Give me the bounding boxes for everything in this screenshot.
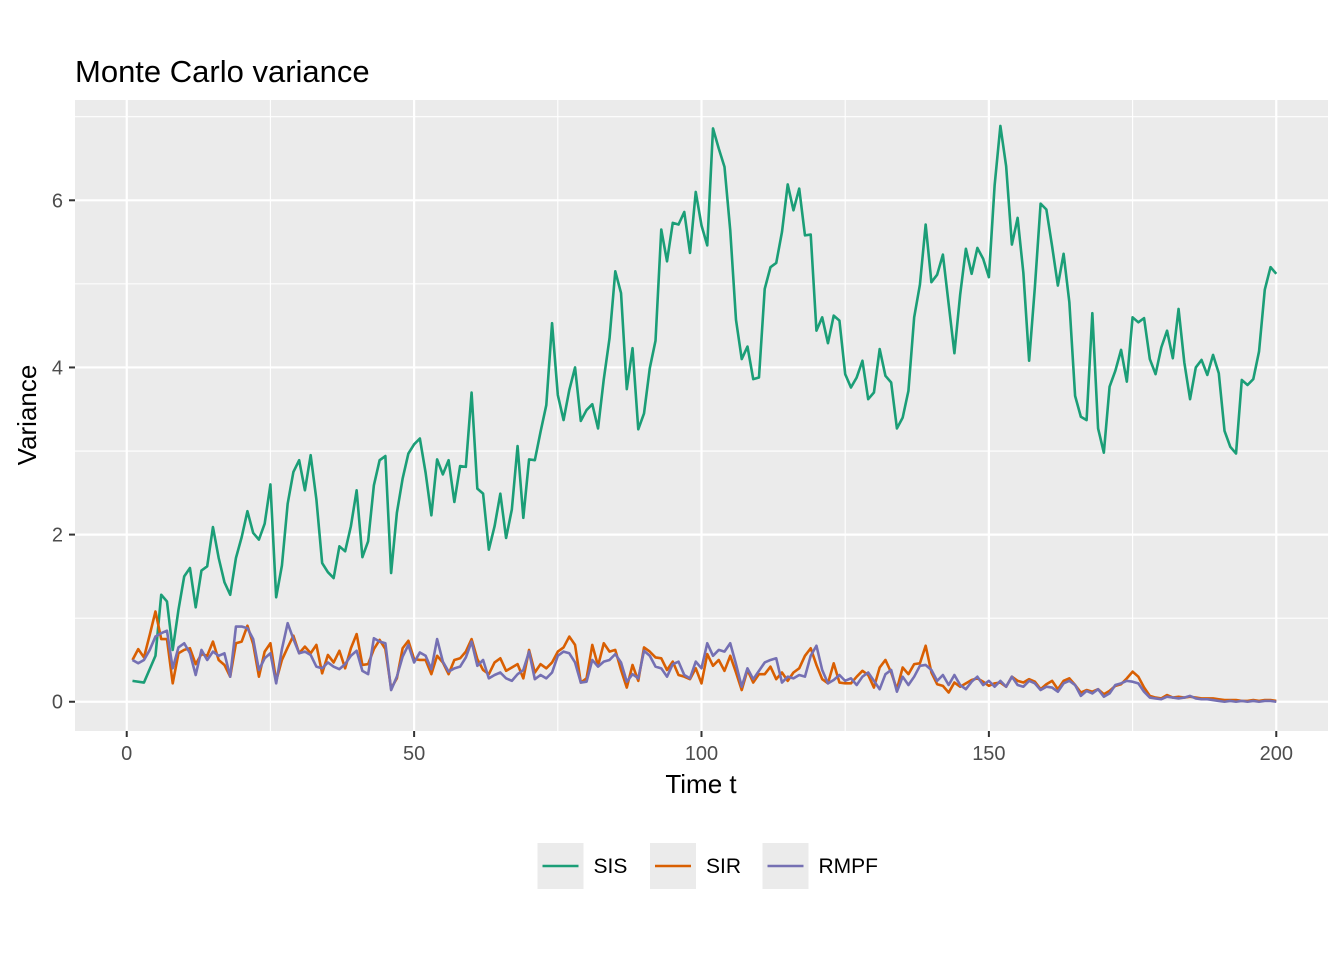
y-tick-label: 2 <box>52 525 63 547</box>
y-tick-label: 6 <box>52 190 63 212</box>
x-axis-title: Time t <box>665 769 737 799</box>
x-tick-label: 200 <box>1260 743 1293 765</box>
legend-label: RMPF <box>819 855 879 878</box>
legend: SIS SIR RMPF <box>537 843 879 889</box>
x-axis: 0 50 100 150 200 <box>121 731 1293 765</box>
legend-label: SIR <box>706 855 741 878</box>
x-tick-label: 0 <box>121 743 132 765</box>
y-axis: 0 2 4 6 <box>52 190 75 714</box>
x-tick-label: 150 <box>972 743 1005 765</box>
legend-label: SIS <box>594 855 628 878</box>
series-line-sis <box>132 124 1278 684</box>
y-tick-label: 0 <box>52 692 63 714</box>
series-lines <box>131 124 1278 704</box>
x-tick-label: 50 <box>403 743 425 765</box>
series-line-rmpf <box>131 621 1277 704</box>
chart-title: Monte Carlo variance <box>75 54 370 89</box>
x-tick-label: 100 <box>685 743 718 765</box>
legend-item-sir: SIR <box>650 843 741 889</box>
y-tick-label: 4 <box>52 357 63 379</box>
grid-lines <box>75 100 1328 731</box>
legend-item-rmpf: RMPF <box>762 843 879 889</box>
legend-item-sis: SIS <box>537 843 628 889</box>
y-axis-title: Variance <box>12 365 42 466</box>
